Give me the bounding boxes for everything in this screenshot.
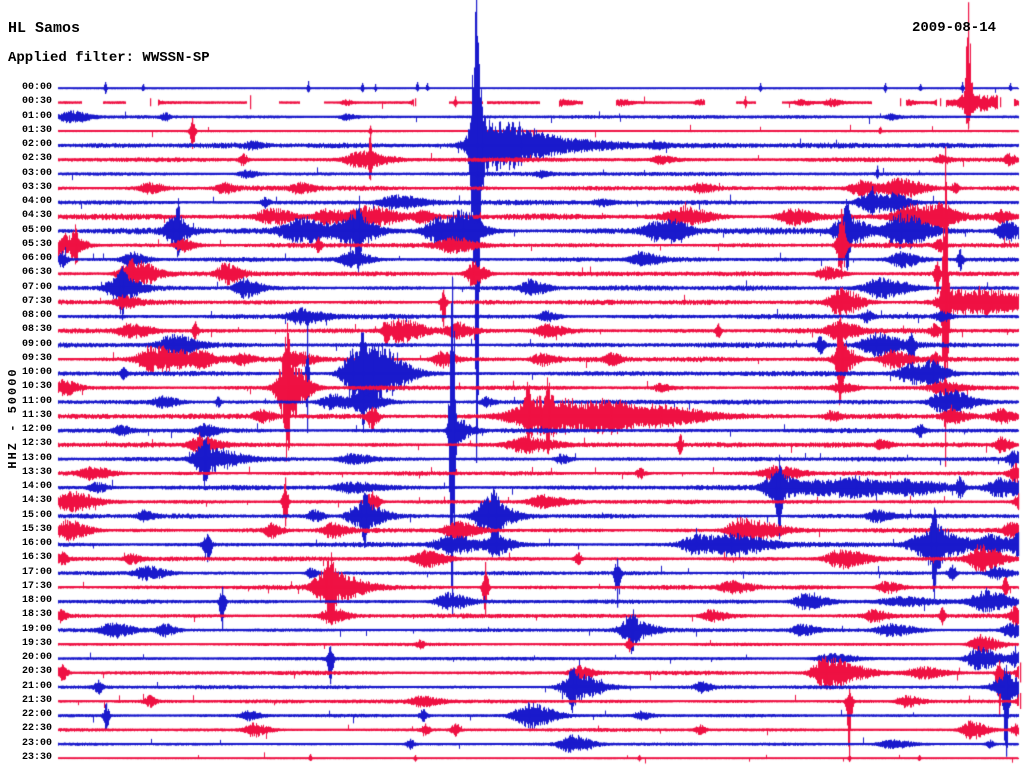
time-label-20:30: 20:30 bbox=[21, 666, 52, 678]
time-label-11:00: 11:00 bbox=[21, 395, 52, 407]
time-label-06:30: 06:30 bbox=[21, 267, 52, 279]
time-label-00:00: 00:00 bbox=[21, 82, 52, 93]
time-label-22:00: 22:00 bbox=[21, 709, 52, 721]
time-label-09:30: 09:30 bbox=[21, 352, 52, 364]
time-label-04:30: 04:30 bbox=[21, 210, 52, 222]
time-label-13:30: 13:30 bbox=[21, 466, 52, 478]
time-axis: 00:00 00:30 01:00 01:30 02:00 02:30 03:00 03:30… bbox=[0, 0, 55, 780]
time-label-11:30: 11:30 bbox=[21, 409, 52, 421]
time-label-05:30: 05:30 bbox=[21, 238, 52, 250]
time-label-23:30: 23:30 bbox=[21, 751, 52, 763]
time-label-04:00: 04:00 bbox=[21, 196, 52, 208]
time-label-17:00: 17:00 bbox=[21, 566, 52, 578]
time-label-07:30: 07:30 bbox=[21, 295, 52, 307]
time-label-18:30: 18:30 bbox=[21, 609, 52, 621]
time-label-16:30: 16:30 bbox=[21, 552, 52, 564]
time-label-05:00: 05:00 bbox=[21, 224, 52, 236]
time-label-19:30: 19:30 bbox=[21, 637, 52, 649]
station-name: HL Samos bbox=[8, 20, 81, 37]
time-label-08:00: 08:00 bbox=[21, 310, 52, 322]
time-label-14:30: 14:30 bbox=[21, 495, 52, 507]
time-label-09:00: 09:00 bbox=[21, 338, 52, 350]
time-label-14:00: 14:00 bbox=[21, 481, 52, 493]
time-label-21:00: 21:00 bbox=[21, 680, 52, 692]
time-label-12:00: 12:00 bbox=[21, 424, 52, 436]
time-label-00:30: 00:30 bbox=[21, 96, 52, 108]
time-label-22:30: 22:30 bbox=[21, 723, 52, 735]
time-label-23:00: 23:00 bbox=[21, 737, 52, 749]
time-label-12:30: 12:30 bbox=[21, 438, 52, 450]
time-label-21:30: 21:30 bbox=[21, 694, 52, 706]
time-label-15:00: 15:00 bbox=[21, 509, 52, 521]
filter-label: Applied filter: WWSSN-SP bbox=[8, 50, 210, 66]
date-label: 2009-08-14 bbox=[911, 20, 996, 36]
time-label-07:00: 07:00 bbox=[21, 281, 52, 293]
time-label-01:30: 01:30 bbox=[21, 124, 52, 136]
time-label-08:30: 08:30 bbox=[21, 324, 52, 336]
time-label-03:30: 03:30 bbox=[21, 181, 52, 193]
time-label-01:00: 01:00 bbox=[21, 110, 52, 122]
time-label-02:00: 02:00 bbox=[21, 139, 52, 151]
time-label-10:00: 10:00 bbox=[21, 367, 52, 379]
time-label-02:30: 02:30 bbox=[21, 153, 52, 165]
time-label-20:00: 20:00 bbox=[21, 652, 52, 664]
time-label-15:30: 15:30 bbox=[21, 523, 52, 535]
time-label-10:30: 10:30 bbox=[21, 381, 52, 393]
time-label-18:00: 18:00 bbox=[21, 595, 52, 607]
time-label-06:00: 06:00 bbox=[21, 253, 52, 265]
time-label-03:00: 03:00 bbox=[21, 167, 52, 179]
time-label-19:00: 19:00 bbox=[21, 623, 52, 635]
time-label-16:00: 16:00 bbox=[21, 538, 52, 550]
time-label-17:30: 17:30 bbox=[21, 580, 52, 592]
time-label-13:00: 13:00 bbox=[21, 452, 52, 464]
